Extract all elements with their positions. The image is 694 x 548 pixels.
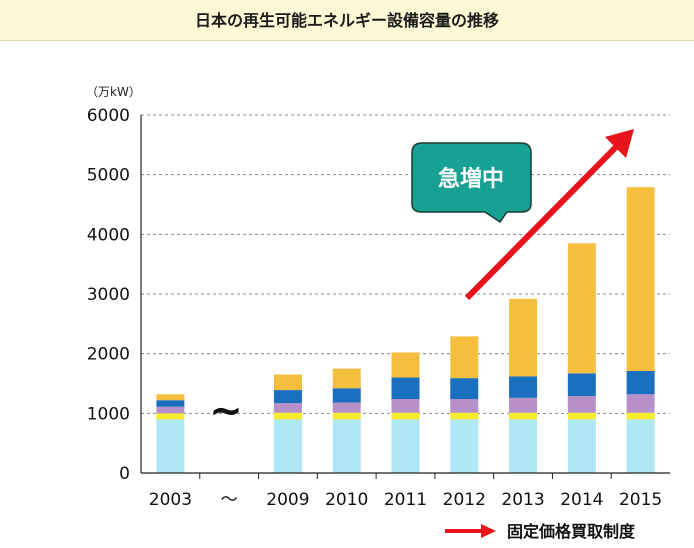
x-tick-label: 2012 xyxy=(443,490,486,510)
bar-segment xyxy=(273,419,302,473)
growth-arrow xyxy=(464,142,621,301)
bar-segment xyxy=(509,419,538,473)
x-tick-label: 2013 xyxy=(501,490,544,510)
bar-segment xyxy=(450,419,479,473)
bar-segment xyxy=(156,400,185,407)
bar-segment xyxy=(626,419,655,473)
axis-break-mark: ~ xyxy=(209,388,243,434)
bar-segment xyxy=(273,412,302,420)
x-tick-label: 2010 xyxy=(325,490,368,510)
bar-segment xyxy=(273,374,302,391)
y-axis-unit: （万kW） xyxy=(86,85,141,99)
bar-segment xyxy=(450,399,479,413)
legend-label: 固定価格買取制度 xyxy=(507,522,636,541)
bar-segment xyxy=(332,402,361,413)
bar-segment xyxy=(391,412,420,420)
x-tick-label: 2009 xyxy=(266,490,309,510)
y-tick-label: 1000 xyxy=(87,404,130,424)
x-tick-label: 2014 xyxy=(560,490,603,510)
callout-bubble xyxy=(411,142,532,224)
title-bar xyxy=(0,0,694,41)
bar-segment xyxy=(332,419,361,473)
chart-title: 日本の再生可能エネルギー設備容量の推移 xyxy=(194,11,499,30)
bar-segment xyxy=(391,352,420,378)
bar-segment xyxy=(156,406,185,414)
bar-segment xyxy=(391,399,420,413)
bar-segment xyxy=(626,370,655,395)
bar-segment xyxy=(156,419,185,473)
bar-segment xyxy=(509,376,538,398)
bar-segment xyxy=(509,298,538,377)
bar-segment xyxy=(509,397,538,413)
y-tick-label: 4000 xyxy=(87,225,130,245)
bar-segment xyxy=(509,412,538,420)
bar-segment xyxy=(626,187,655,371)
bar-segment xyxy=(273,403,302,413)
bar-segment xyxy=(273,390,302,404)
bar-segment xyxy=(450,412,479,420)
bar-segment xyxy=(450,378,479,400)
bar-segment xyxy=(156,394,185,401)
bar-segment xyxy=(626,394,655,413)
bar-segment xyxy=(391,377,420,400)
y-tick-label: 3000 xyxy=(87,285,130,305)
y-tick-label: 0 xyxy=(119,464,130,484)
y-tick-label: 2000 xyxy=(87,345,130,365)
y-tick-label: 6000 xyxy=(87,106,130,126)
bar-segment xyxy=(332,368,361,389)
x-tick-label: 2003 xyxy=(149,490,192,510)
x-tick-label: 2015 xyxy=(619,490,662,510)
bar-segment xyxy=(391,419,420,473)
callout-text: 急増中 xyxy=(438,166,504,192)
bar-segment xyxy=(567,396,596,413)
bar-segment xyxy=(332,388,361,403)
bar-segment xyxy=(567,243,596,374)
x-tick-label: 2011 xyxy=(384,490,427,510)
y-tick-label: 5000 xyxy=(87,166,130,186)
bar-segment xyxy=(567,412,596,420)
growth-arrow-head xyxy=(605,129,634,158)
legend-arrow-head xyxy=(481,524,496,538)
bar-segment xyxy=(450,336,479,379)
bar-segment xyxy=(626,412,655,420)
x-tick-label: ～ xyxy=(221,490,238,510)
bar-segment xyxy=(332,412,361,420)
bar-segment xyxy=(567,373,596,397)
bar-segment xyxy=(567,419,596,473)
bar-segment xyxy=(156,413,185,420)
